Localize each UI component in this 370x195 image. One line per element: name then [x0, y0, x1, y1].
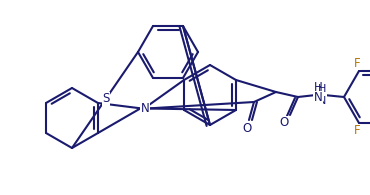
- Text: N: N: [141, 102, 149, 115]
- Text: N: N: [314, 91, 322, 105]
- Text: F: F: [354, 57, 360, 70]
- Text: F: F: [354, 124, 360, 137]
- Text: S: S: [102, 92, 110, 105]
- Text: O: O: [242, 121, 252, 135]
- Text: O: O: [279, 116, 289, 129]
- Text: H
N: H N: [318, 84, 326, 106]
- Text: H: H: [314, 82, 322, 95]
